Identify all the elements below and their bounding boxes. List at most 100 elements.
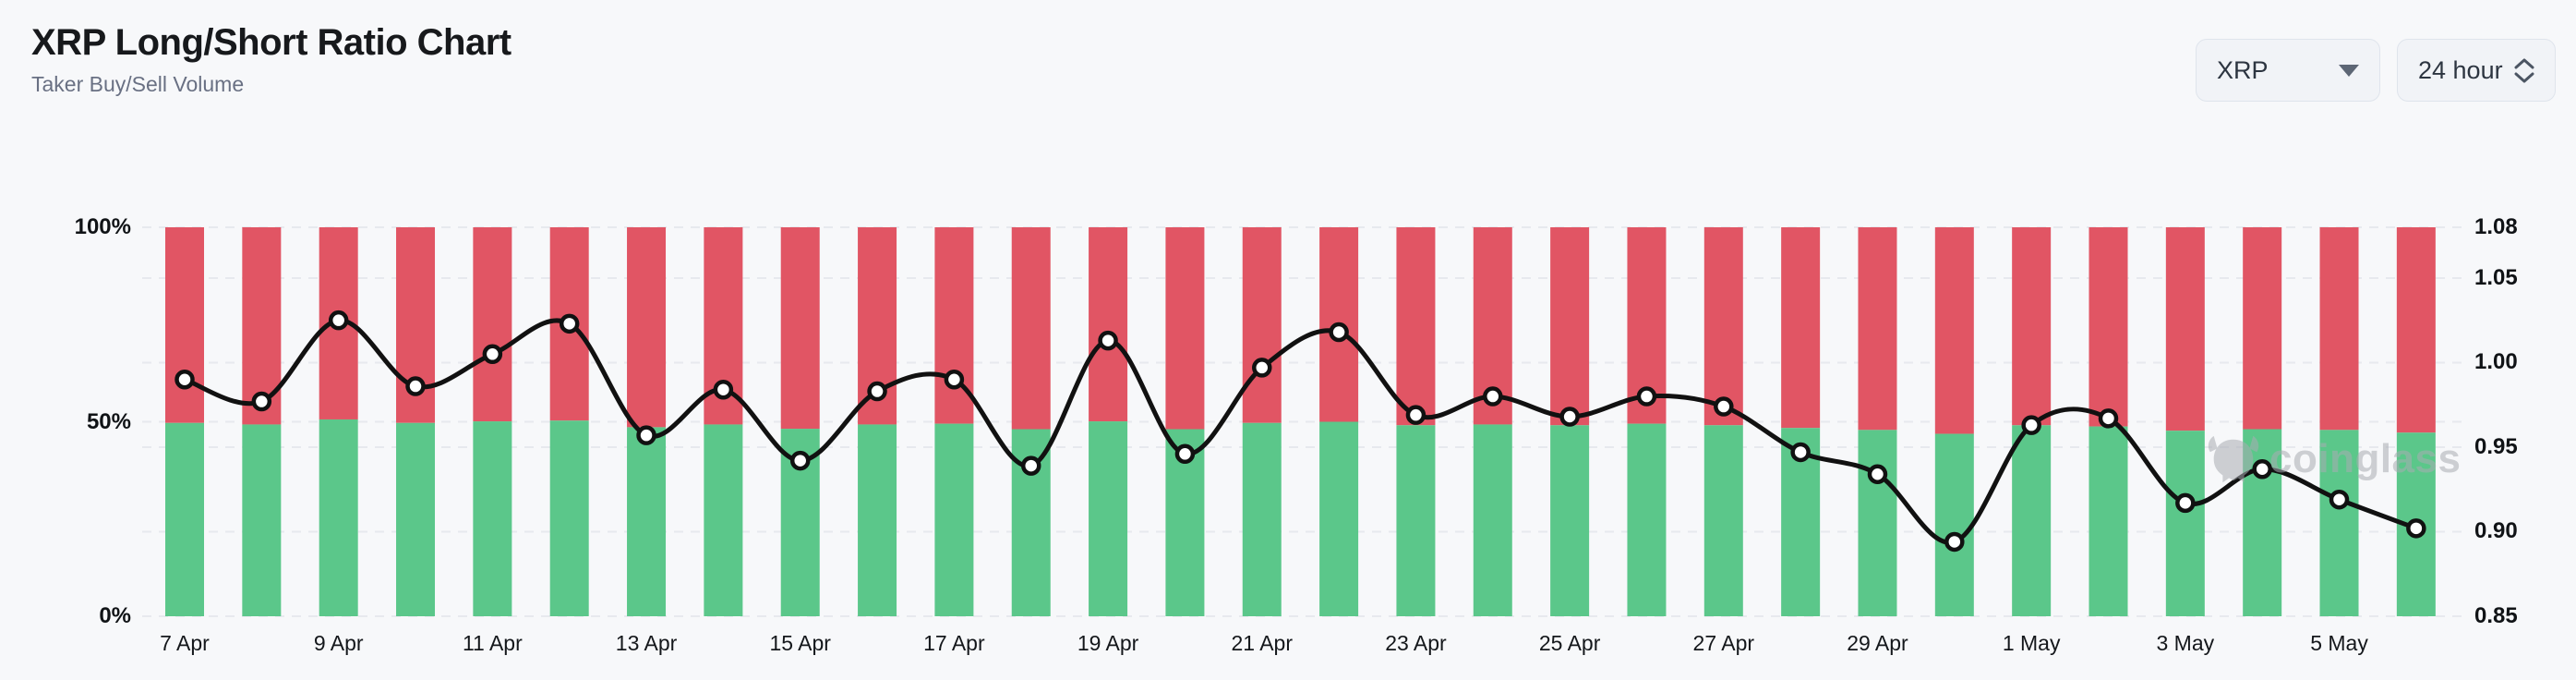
ratio-point[interactable] bbox=[405, 376, 426, 396]
short-bar-segment[interactable] bbox=[1781, 227, 1821, 429]
short-bar-segment[interactable] bbox=[1089, 227, 1128, 422]
ratio-point[interactable] bbox=[251, 391, 272, 412]
long-bar-segment[interactable] bbox=[934, 423, 974, 616]
unfold-chevrons-icon bbox=[2514, 58, 2534, 83]
short-bar-segment[interactable] bbox=[2319, 227, 2359, 431]
long-bar-segment[interactable] bbox=[165, 422, 204, 616]
short-bar-segment[interactable] bbox=[1703, 227, 1743, 426]
short-bar-segment[interactable] bbox=[2396, 227, 2436, 433]
y-right-tick-label: 0.85 bbox=[2474, 603, 2518, 628]
long-bar-segment[interactable] bbox=[1934, 433, 1974, 616]
ratio-point[interactable] bbox=[175, 369, 195, 390]
ratio-point[interactable] bbox=[636, 425, 656, 445]
ratio-point[interactable] bbox=[1636, 386, 1657, 407]
ratio-point[interactable] bbox=[867, 381, 887, 402]
ratio-point[interactable] bbox=[559, 313, 580, 334]
caret-down-icon bbox=[2339, 64, 2359, 77]
short-bar-segment[interactable] bbox=[2243, 227, 2282, 430]
y-right-tick-label: 1.05 bbox=[2474, 264, 2518, 290]
x-tick-label: 19 Apr bbox=[1077, 631, 1139, 655]
y-right-tick-label: 1.08 bbox=[2474, 214, 2518, 239]
x-tick-label: 1 May bbox=[2002, 631, 2061, 655]
short-bar-segment[interactable] bbox=[1550, 227, 1590, 426]
interval-select[interactable]: 24 hour bbox=[2397, 39, 2556, 102]
ratio-point[interactable] bbox=[2406, 518, 2426, 539]
long-bar-segment[interactable] bbox=[2243, 429, 2282, 616]
long-bar-segment[interactable] bbox=[396, 422, 436, 616]
x-tick-label: 7 Apr bbox=[160, 631, 210, 655]
long-bar-segment[interactable] bbox=[2012, 425, 2052, 616]
short-bar-segment[interactable] bbox=[473, 227, 512, 422]
long-bar-segment[interactable] bbox=[2165, 431, 2205, 616]
short-bar-segment[interactable] bbox=[1242, 227, 1282, 423]
ratio-point[interactable] bbox=[2329, 489, 2350, 510]
x-tick-label: 3 May bbox=[2156, 631, 2215, 655]
ratio-point[interactable] bbox=[1944, 531, 1965, 552]
x-tick-label: 15 Apr bbox=[769, 631, 831, 655]
x-tick-label: 13 Apr bbox=[615, 631, 678, 655]
long-bar-segment[interactable] bbox=[549, 420, 589, 616]
ratio-point[interactable] bbox=[713, 379, 734, 400]
ratio-point[interactable] bbox=[1329, 322, 1349, 343]
long-bar-segment[interactable] bbox=[1473, 424, 1512, 616]
y-right-tick-label: 0.95 bbox=[2474, 433, 2518, 459]
ratio-point[interactable] bbox=[2098, 408, 2119, 429]
ratio-point[interactable] bbox=[2021, 415, 2041, 435]
ratio-point[interactable] bbox=[1020, 455, 1041, 476]
short-bar-segment[interactable] bbox=[2165, 227, 2205, 431]
y-right-tick-label: 0.90 bbox=[2474, 518, 2518, 544]
ratio-point[interactable] bbox=[1790, 442, 1811, 463]
ratio-point[interactable] bbox=[1405, 405, 1426, 425]
short-bar-segment[interactable] bbox=[1396, 227, 1436, 426]
x-tick-label: 5 May bbox=[2310, 631, 2368, 655]
short-bar-segment[interactable] bbox=[2012, 227, 2052, 426]
long-bar-segment[interactable] bbox=[704, 424, 743, 616]
ratio-point[interactable] bbox=[1174, 443, 1196, 465]
long-bar-segment[interactable] bbox=[1319, 421, 1359, 617]
short-bar-segment[interactable] bbox=[627, 227, 667, 428]
ratio-point[interactable] bbox=[2252, 459, 2272, 480]
long-bar-segment[interactable] bbox=[319, 419, 358, 616]
long-bar-segment[interactable] bbox=[1396, 425, 1436, 616]
ratio-point[interactable] bbox=[1098, 330, 1118, 351]
long-bar-segment[interactable] bbox=[627, 427, 667, 616]
short-bar-segment[interactable] bbox=[780, 227, 820, 430]
ratio-point[interactable] bbox=[789, 450, 811, 471]
short-bar-segment[interactable] bbox=[1934, 227, 1974, 434]
ratio-point[interactable] bbox=[1714, 396, 1734, 417]
x-tick-label: 29 Apr bbox=[1847, 631, 1908, 655]
short-bar-segment[interactable] bbox=[1165, 227, 1205, 430]
long-bar-segment[interactable] bbox=[2319, 430, 2359, 616]
long-bar-segment[interactable] bbox=[1089, 421, 1128, 616]
long-bar-segment[interactable] bbox=[1550, 425, 1590, 616]
ratio-point[interactable] bbox=[1867, 464, 1888, 484]
long-bar-segment[interactable] bbox=[1627, 423, 1667, 616]
long-bar-segment[interactable] bbox=[1242, 422, 1282, 616]
y-left-tick-label: 50% bbox=[86, 408, 131, 434]
ratio-point[interactable] bbox=[1252, 358, 1272, 378]
short-bar-segment[interactable] bbox=[1011, 227, 1051, 430]
ratio-point[interactable] bbox=[1483, 386, 1503, 407]
long-bar-segment[interactable] bbox=[1858, 430, 1897, 616]
ratio-point[interactable] bbox=[1559, 407, 1580, 427]
long-bar-segment[interactable] bbox=[473, 421, 512, 616]
chart-controls: XRP 24 hour bbox=[2196, 39, 2556, 102]
ratio-point[interactable] bbox=[2175, 492, 2196, 514]
x-tick-label: 23 Apr bbox=[1385, 631, 1447, 655]
symbol-select[interactable]: XRP bbox=[2196, 39, 2380, 102]
short-bar-segment[interactable] bbox=[1858, 227, 1897, 431]
ratio-point[interactable] bbox=[482, 344, 503, 365]
short-bar-segment[interactable] bbox=[165, 227, 204, 423]
long-bar-segment[interactable] bbox=[858, 424, 897, 616]
long-bar-segment[interactable] bbox=[242, 424, 282, 616]
short-bar-segment[interactable] bbox=[2088, 227, 2128, 427]
long-bar-segment[interactable] bbox=[1703, 425, 1743, 616]
ratio-point[interactable] bbox=[328, 310, 349, 331]
interval-select-value: 24 hour bbox=[2418, 55, 2503, 84]
y-right-tick-label: 1.00 bbox=[2474, 349, 2518, 375]
long-bar-segment[interactable] bbox=[2088, 426, 2128, 616]
x-tick-label: 11 Apr bbox=[462, 631, 523, 655]
ratio-point[interactable] bbox=[944, 369, 965, 390]
